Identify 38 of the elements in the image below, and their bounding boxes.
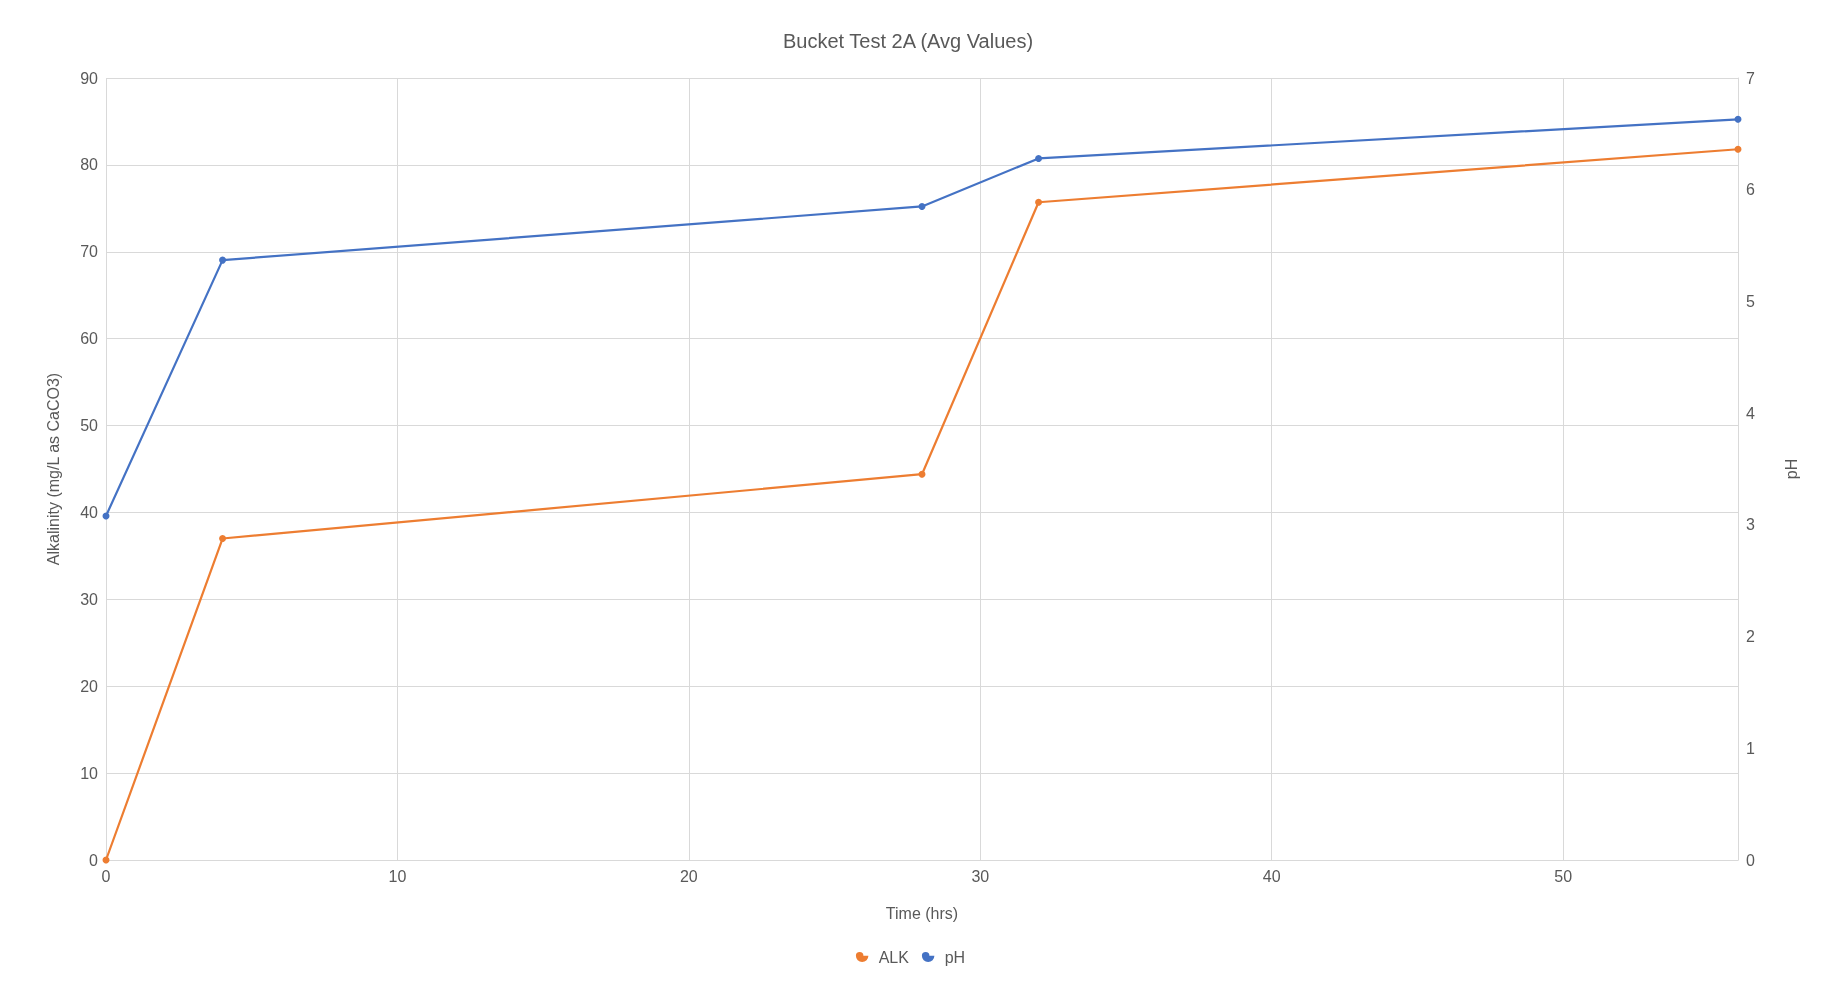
y2-tick-label: 2 <box>1746 628 1755 646</box>
y2-tick-label: 7 <box>1746 69 1755 87</box>
x-tick-label: 20 <box>679 867 698 885</box>
y-axis-title: Alkalinity (mg/L as CaCO3) <box>44 372 62 566</box>
x-tick-label: 50 <box>1554 867 1573 885</box>
y-tick-label: 40 <box>80 503 99 521</box>
point <box>918 470 926 478</box>
y-tick-label: 30 <box>80 590 99 608</box>
x-axis-title: Time (hrs) <box>885 904 959 922</box>
y-tick-label: 60 <box>80 330 99 348</box>
x-tick-label: 10 <box>388 867 407 885</box>
chart-title: Bucket Test 2A (Avg Values) <box>782 30 1034 52</box>
y-tick-label: 80 <box>80 156 99 174</box>
y-tick-label: 20 <box>80 677 99 695</box>
y-tick-label: 0 <box>89 851 99 869</box>
x-tick-label: 30 <box>971 867 990 885</box>
y-tick-label: 70 <box>80 243 99 261</box>
y2-axis-title: pH <box>1782 458 1800 480</box>
y2-tick-label: 5 <box>1746 292 1755 310</box>
point <box>219 256 227 264</box>
point <box>1734 145 1742 153</box>
y-tick-label: 90 <box>80 69 99 87</box>
x-tick-label: 40 <box>1262 867 1281 885</box>
y2-tick-label: 4 <box>1746 404 1755 422</box>
point <box>219 535 227 543</box>
legend-label: ALK <box>878 948 910 966</box>
y2-tick-label: 1 <box>1746 739 1755 757</box>
y2-tick-label: 0 <box>1746 851 1755 869</box>
point <box>918 202 926 210</box>
legend-label: pH <box>944 948 966 966</box>
point <box>1734 115 1742 123</box>
point <box>1035 154 1043 162</box>
y-tick-label: 10 <box>80 764 99 782</box>
point <box>1035 198 1043 206</box>
y-tick-label: 50 <box>80 417 99 435</box>
x-tick-label: 0 <box>101 867 111 885</box>
y2-tick-label: 6 <box>1746 181 1755 199</box>
y2-tick-label: 3 <box>1746 516 1755 534</box>
